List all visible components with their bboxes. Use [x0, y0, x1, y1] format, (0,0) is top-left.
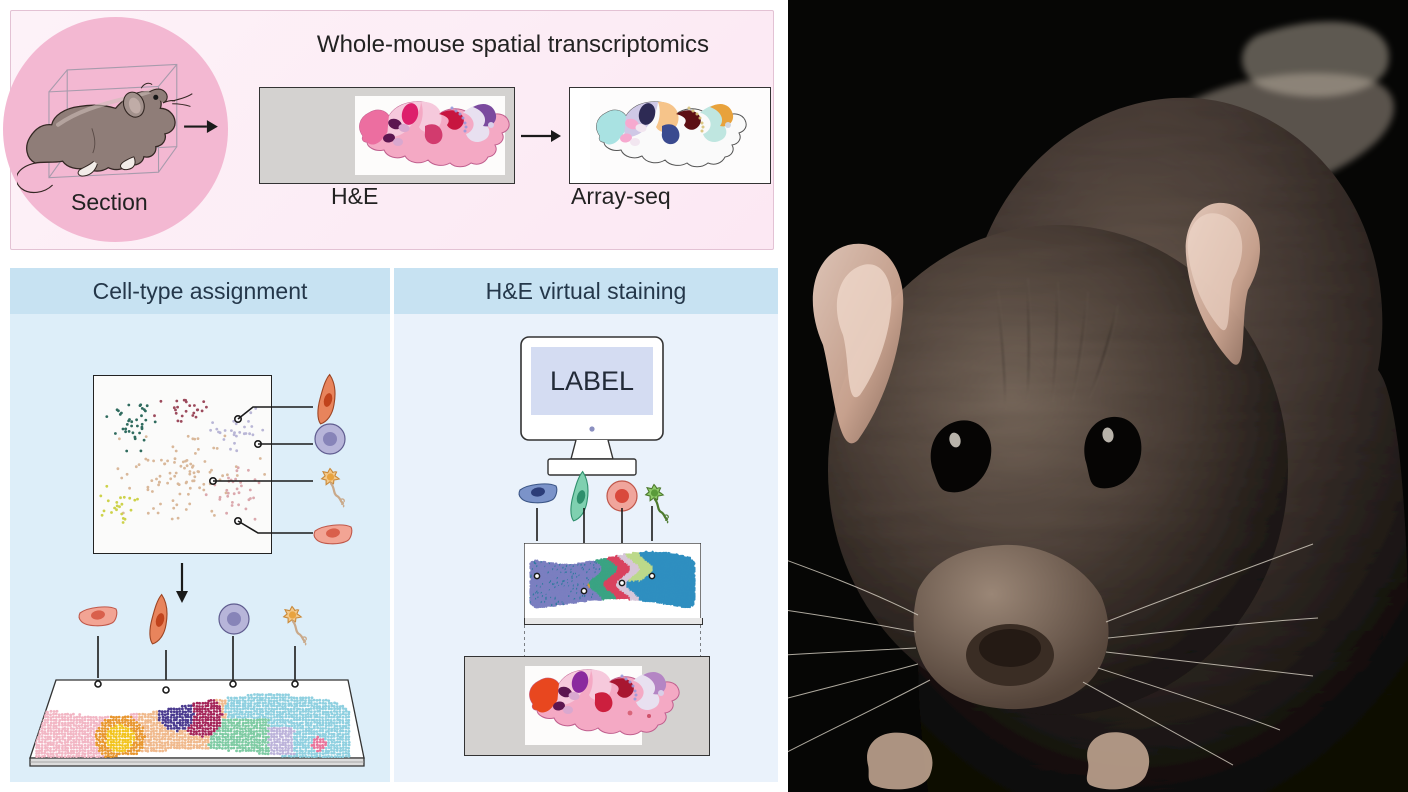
- svg-text:LABEL: LABEL: [550, 366, 634, 396]
